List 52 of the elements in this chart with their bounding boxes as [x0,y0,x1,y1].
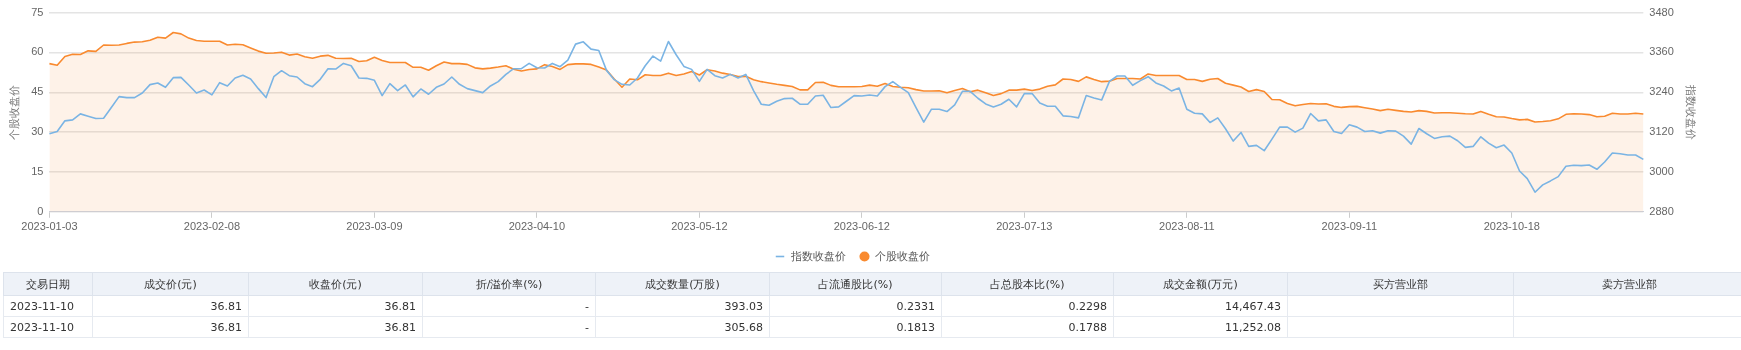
x-tick-label: 2023-01-03 [21,220,78,233]
text: 占总股本比(%) [941,272,1114,296]
text: 买方营业部 [1287,272,1514,296]
text: 0.1788 [941,316,1114,338]
x-tick-label: 2023-08-11 [1159,220,1215,233]
text: 2023-11-10 [3,316,93,338]
text: 11,252.08 [1113,316,1288,338]
y2-axis-title: 指数收盘价 [1685,83,1698,140]
text: 14,467.43 [1113,295,1288,317]
text: - [422,316,596,338]
text: 占流通股比(%) [769,272,942,296]
y-tick-label: 15 [31,164,44,177]
legend-label: 指数收盘价 [789,249,846,262]
y2-tick-label: 3120 [1649,125,1674,138]
text: 交易日期 [3,272,93,296]
text: 36.81 [92,316,249,338]
y-axis-title: 个股收盘价 [7,84,20,140]
text: 36.81 [248,295,423,317]
x-tick-label: 2023-03-09 [346,220,403,233]
x-tick-label: 2023-05-12 [671,220,728,233]
y2-tick-label: 3240 [1649,85,1674,98]
x-tick-label: 2023-10-18 [1483,220,1540,233]
legend-label: 个股收盘价 [875,249,930,262]
y-tick-label: 30 [31,125,44,138]
x-tick-label: 2023-06-12 [833,220,890,233]
y2-tick-label: 3000 [1649,164,1674,177]
text: 成交金额(万元) [1113,272,1288,296]
y-tick-label: 0 [37,204,44,217]
text: 收盘价(元) [248,272,423,296]
text: 2023-11-10 [3,295,93,317]
y2-tick-label: 3480 [1649,5,1674,18]
text: 0.2331 [769,295,942,317]
text: - [422,295,596,317]
text: 305.68 [595,316,770,338]
text: 36.81 [92,295,249,317]
y-tick-label: 60 [31,45,44,58]
text: 0.2298 [941,295,1114,317]
x-tick-label: 2023-02-08 [183,220,241,233]
text: 393.03 [595,295,770,317]
y2-tick-label: 3360 [1649,45,1674,58]
y2-tick-label: 2880 [1649,204,1674,217]
text: 成交价(元) [92,272,249,296]
text: 折/溢价率(%) [422,272,596,296]
text: 0.1813 [769,316,942,338]
x-tick-label: 2023-09-11 [1321,220,1378,233]
y-tick-label: 45 [31,85,44,98]
text: 36.81 [248,316,423,338]
x-tick-label: 2023-07-13 [996,220,1053,233]
text: 成交数量(万股) [595,272,770,296]
y-tick-label: 75 [31,5,44,18]
text: 卖方营业部 [1513,272,1741,296]
x-tick-label: 2023-04-10 [508,220,566,233]
